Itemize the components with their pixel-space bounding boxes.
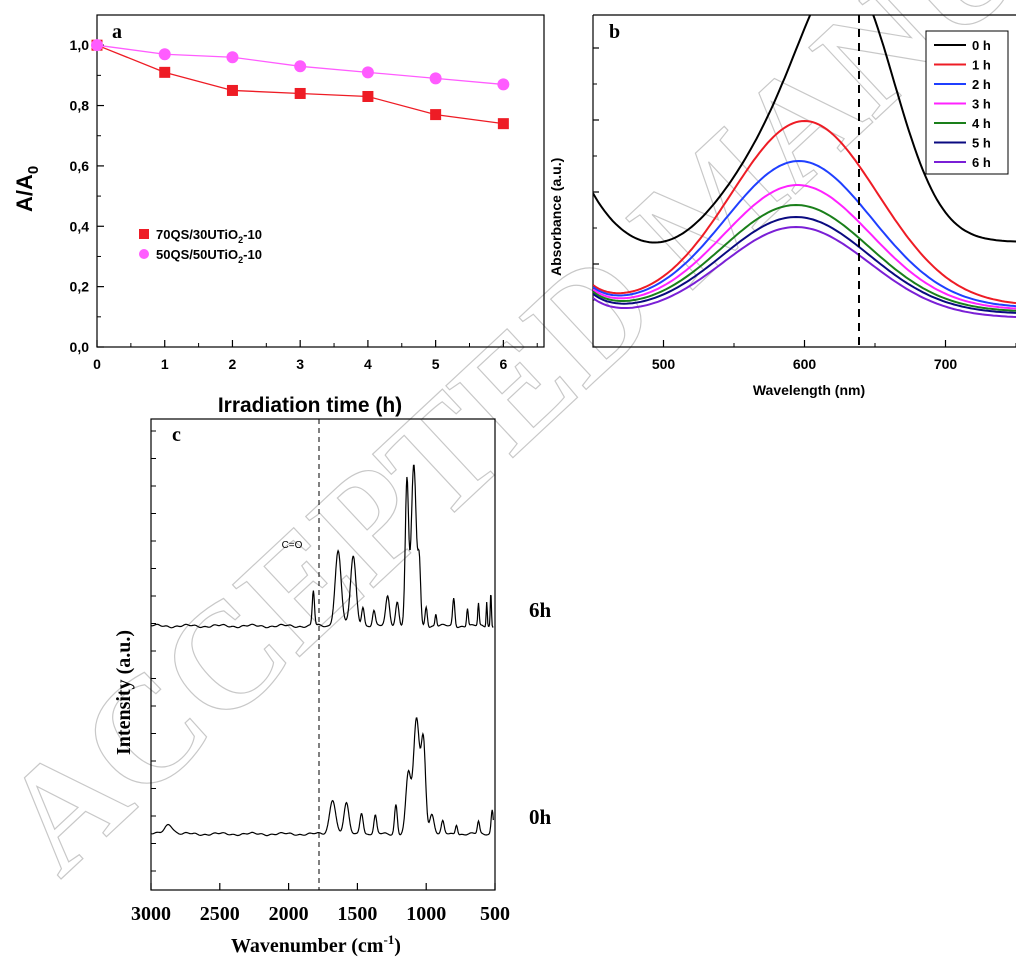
c-x-tick-label: 3000: [131, 903, 171, 925]
a-series-line: [96, 44, 504, 125]
panel-c-curves: [150, 464, 494, 837]
c-spectrum-6h: [150, 464, 494, 629]
a-data-point-circle: [429, 72, 442, 85]
panel-a-y-ticks: 0,0 0,2 0,4 0,6 0,8 1,0: [70, 14, 104, 355]
c-x-tick-label: 2000: [269, 903, 309, 925]
a-x-tick-label: 1: [161, 356, 169, 372]
panel-c-label-0h: 0h: [529, 805, 552, 829]
legend-label-70qs: 70QS/30UTiO2-10: [156, 227, 262, 245]
panel-b-x-label: Wavelength (nm): [753, 382, 865, 398]
a-data-point-circle: [226, 51, 239, 64]
a-data-point-square: [226, 84, 238, 96]
a-data-point-square: [497, 118, 509, 130]
c-x-tick-label: 1500: [337, 903, 377, 925]
legend-square-marker: [139, 229, 149, 239]
panel-b: b 500 600 700 Absorbance (a.u.) Wavelength…: [548, 14, 1016, 398]
a-y-tick-label: 1,0: [70, 37, 90, 53]
panel-a-y-label: A/A0: [12, 166, 42, 212]
panel-a-legend: 70QS/30UTiO2-10 50QS/50UTiO2-10: [139, 227, 262, 265]
a-y-tick-label: 0,2: [70, 279, 90, 295]
panel-c: c 3000 2500 2000 1500 1000 500 C=O 6h 0h Inte…: [113, 418, 552, 957]
a-data-point-square: [430, 109, 442, 121]
b-x-tick-label: 600: [793, 356, 817, 372]
a-data-point-circle: [497, 78, 510, 91]
b-spectrum-line: [593, 203, 1016, 312]
panel-b-legend: 0 h 1 h 2 h 3 h 4 h 5 h 6 h: [925, 30, 1009, 175]
panel-a-letter: a: [112, 21, 122, 43]
a-data-point-circle: [158, 48, 171, 61]
panel-b-ticks: 500 600 700: [592, 47, 1016, 372]
panel-c-letter: c: [172, 424, 181, 446]
panel-a-plot: [91, 39, 510, 130]
panel-c-frame: [150, 418, 496, 891]
a-data-point-circle: [91, 39, 103, 52]
a-x-tick-label: 6: [499, 356, 507, 372]
panel-c-x-label: Wavenumber (cm-1): [231, 932, 401, 957]
a-x-tick-label: 4: [364, 356, 372, 372]
b-legend-label: 5 h: [972, 136, 991, 151]
b-legend-label: 0 h: [972, 38, 991, 53]
c-x-tick-label: 2500: [200, 903, 240, 925]
a-y-tick-label: 0,6: [70, 158, 90, 174]
b-legend-label: 4 h: [972, 116, 991, 131]
c-spectrum-0h: [151, 717, 494, 837]
a-x-tick-label: 2: [229, 356, 237, 372]
a-x-tick-label: 3: [296, 356, 304, 372]
panel-c-label-6h: 6h: [529, 598, 552, 622]
panel-a: a 0,0 0,2 0,4 0,6 0,8 1,0 0 1 2 3 4 5 6 A/A0 Irradi…: [12, 14, 545, 417]
panel-a-x-label: Irradiation time (h): [218, 394, 402, 417]
b-x-tick-label: 700: [934, 356, 958, 372]
b-legend-label: 2 h: [972, 77, 991, 92]
legend-circle-marker: [139, 249, 149, 259]
a-data-point-square: [159, 66, 171, 78]
watermark-text: ACCEPTED MANUSCRIPT: [0, 0, 1016, 905]
panel-b-letter: b: [609, 21, 620, 43]
b-spectrum-line: [593, 159, 1016, 308]
legend-label-50qs: 50QS/50UTiO2-10: [156, 247, 262, 265]
panel-c-y-label: Intensity (a.u.): [113, 630, 135, 755]
panel-c-annotation-c-o: C=O: [282, 540, 303, 551]
c-x-tick-label: 1000: [406, 903, 446, 925]
panel-c-ticks: 3000 2500 2000 1500 1000 500: [131, 430, 510, 925]
a-data-point-square: [362, 90, 374, 102]
a-x-tick-label: 5: [432, 356, 440, 372]
panel-b-y-label: Absorbance (a.u.): [548, 158, 564, 276]
a-data-point-circle: [361, 66, 374, 79]
a-y-tick-label: 0,4: [70, 218, 90, 234]
b-legend-label: 3 h: [972, 97, 991, 112]
panel-a-frame: [96, 14, 545, 348]
b-x-tick-label: 500: [652, 356, 676, 372]
b-legend-label: 1 h: [972, 58, 991, 73]
panel-a-x-ticks: 0 1 2 3 4 5 6: [93, 340, 538, 372]
a-x-tick-label: 0: [93, 356, 101, 372]
c-x-tick-label: 500: [480, 903, 510, 925]
a-data-point-circle: [294, 60, 307, 73]
a-y-tick-label: 0,8: [70, 98, 90, 114]
a-y-tick-label: 0,0: [70, 339, 90, 355]
b-legend-label: 6 h: [972, 155, 991, 170]
b-spectrum-line: [593, 225, 1016, 318]
b-spectrum-line: [593, 215, 1016, 314]
b-spectrum-line: [593, 15, 1016, 244]
a-data-point-square: [294, 87, 306, 99]
b-spectrum-line: [593, 184, 1016, 310]
panel-b-curves: [593, 15, 1016, 318]
b-spectrum-line: [593, 119, 1016, 305]
